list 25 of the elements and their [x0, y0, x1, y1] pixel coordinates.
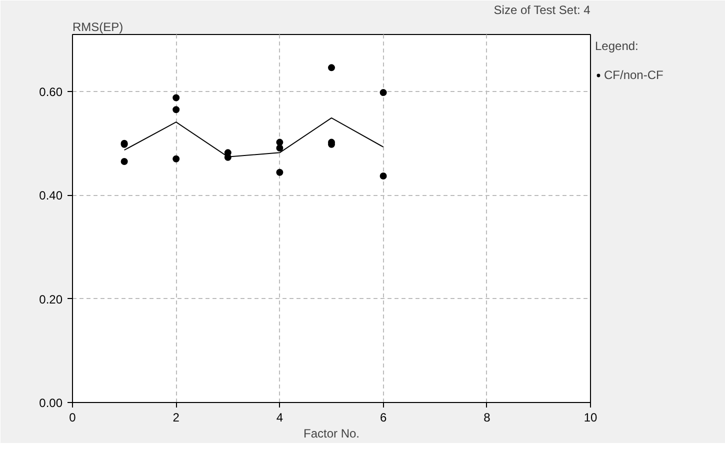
point	[380, 89, 387, 96]
x-tick-label: 8	[484, 410, 491, 424]
legend-title: Legend:	[595, 39, 640, 53]
y-tick-label: 0.20	[39, 292, 63, 306]
point	[328, 64, 335, 72]
x-axis-title: Factor No.	[303, 426, 360, 440]
text: Size of Test Set: 4	[494, 3, 591, 17]
x-tick-label: 10	[584, 410, 598, 424]
point	[172, 155, 180, 162]
point	[172, 94, 180, 102]
y-axis-title: RMS(EP)	[72, 20, 124, 34]
point	[276, 168, 284, 176]
y-tick-label: 0.40	[39, 188, 63, 203]
x-tick-label: 6	[380, 410, 387, 424]
point	[276, 138, 284, 146]
legend-label: CF/non-CF	[604, 68, 664, 82]
x-tick-label: 0	[69, 410, 76, 424]
point	[276, 144, 284, 152]
y-tick-label: 0.60	[39, 85, 63, 100]
point	[380, 172, 387, 180]
x-tick-label: 2	[172, 410, 180, 424]
point	[172, 106, 180, 114]
y-tick-label: 0.00	[39, 396, 63, 410]
x-tick-label: 4	[276, 410, 284, 424]
point	[120, 158, 128, 165]
